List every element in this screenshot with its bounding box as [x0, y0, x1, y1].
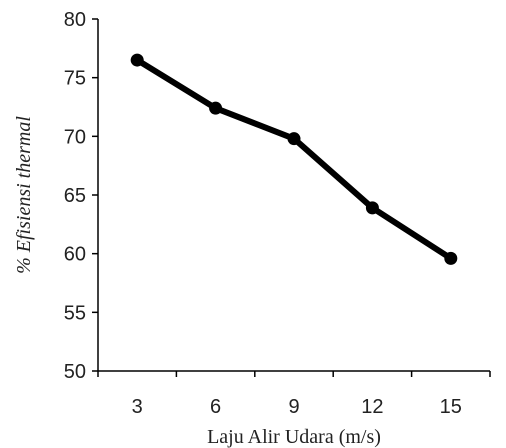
x-tick-label: 15	[440, 396, 462, 418]
y-axis-title: % Efisiensi thermal	[13, 116, 35, 274]
data-point	[365, 201, 379, 215]
x-tick-label: 12	[361, 396, 383, 418]
y-tick-label: 70	[64, 126, 86, 148]
plot-area	[130, 53, 458, 265]
y-tick-label: 65	[64, 185, 86, 207]
data-point	[209, 101, 223, 115]
x-tick-label: 3	[132, 396, 143, 418]
y-tick-label: 55	[64, 302, 86, 324]
x-axis-title: Laju Alir Udara (m/s)	[207, 426, 381, 448]
series-line	[134, 57, 454, 262]
y-tick-label: 50	[64, 361, 86, 383]
data-point	[130, 53, 144, 67]
y-tick-label: 80	[64, 9, 86, 31]
y-tick-label: 60	[64, 244, 86, 266]
x-tick-label: 9	[288, 396, 299, 418]
x-axis-ticks: 3 6 9 12 15	[97, 371, 491, 418]
y-tick-label: 75	[64, 68, 86, 90]
y-axis-ticks: 50 55 60 65 70 75 80	[64, 9, 98, 383]
data-point	[444, 251, 458, 265]
x-tick-label: 6	[210, 396, 221, 418]
data-point	[287, 132, 301, 146]
